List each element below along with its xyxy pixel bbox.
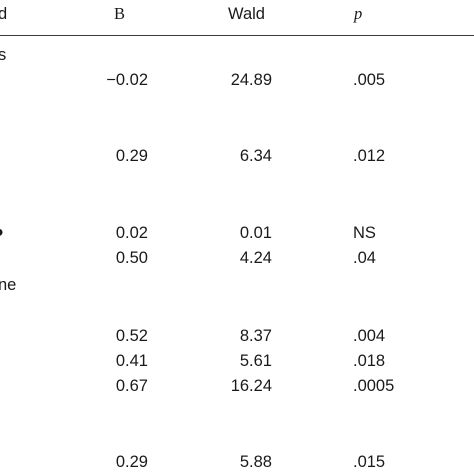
row4-wald: 4.24 xyxy=(239,249,272,267)
row-label-bullet: ● xyxy=(0,223,4,241)
row5-wald: 8.37 xyxy=(239,327,272,345)
row3-wald: 0.01 xyxy=(239,224,272,242)
row7-p: .0005 xyxy=(353,377,395,395)
row6-wald: 5.61 xyxy=(239,352,272,370)
row1-b: −0.02 xyxy=(106,71,148,89)
row5-b: 0.52 xyxy=(115,327,148,345)
row2-b: 0.29 xyxy=(115,147,148,165)
row-label-3: ne xyxy=(0,276,17,294)
row8-p: .015 xyxy=(353,453,386,471)
header-p: p xyxy=(354,4,363,23)
row2-p: .012 xyxy=(353,147,386,165)
row1-p: .005 xyxy=(353,71,386,89)
row6-b: 0.41 xyxy=(115,352,148,370)
row8-b: 0.29 xyxy=(115,453,148,471)
row3-p: NS xyxy=(353,224,376,242)
header-wald: Wald xyxy=(228,5,265,23)
row5-p: .004 xyxy=(353,327,386,345)
row4-p: .04 xyxy=(353,249,376,267)
header-b: B xyxy=(114,4,126,23)
header-first-col: d xyxy=(0,5,8,23)
row-label-1: s xyxy=(0,46,7,64)
header-rule xyxy=(0,35,474,36)
row6-p: .018 xyxy=(353,352,386,370)
row7-wald: 16.24 xyxy=(230,377,272,395)
row1-wald: 24.89 xyxy=(230,71,272,89)
row7-b: 0.67 xyxy=(115,377,148,395)
row2-wald: 6.34 xyxy=(239,147,272,165)
row4-b: 0.50 xyxy=(115,249,148,267)
row3-b: 0.02 xyxy=(115,224,148,242)
row8-wald: 5.88 xyxy=(239,453,272,471)
